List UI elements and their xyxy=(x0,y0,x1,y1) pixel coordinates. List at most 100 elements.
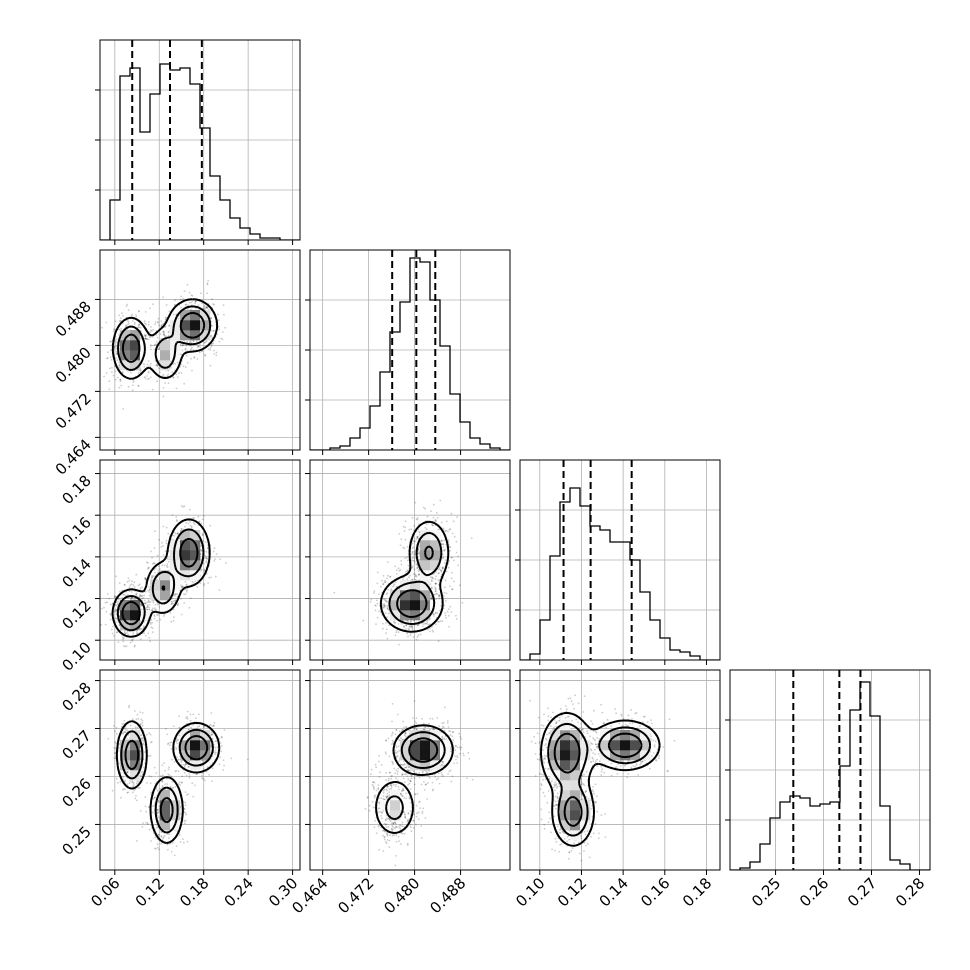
scatter-point xyxy=(117,600,120,603)
scatter-point xyxy=(164,769,167,772)
scatter-point xyxy=(159,787,162,790)
scatter-point xyxy=(172,376,175,379)
scatter-point xyxy=(203,306,206,308)
scatter-point xyxy=(126,729,128,732)
scatter-point xyxy=(333,591,336,594)
scatter-point xyxy=(400,560,403,562)
scatter-point xyxy=(383,598,385,600)
scatter-point xyxy=(381,606,384,609)
scatter-point xyxy=(209,524,212,527)
scatter-point xyxy=(184,822,186,825)
scatter-point xyxy=(200,568,203,571)
scatter-point xyxy=(212,550,215,553)
scatter-point xyxy=(160,831,162,833)
scatter-point xyxy=(114,320,117,323)
scatter-point xyxy=(436,593,438,595)
scatter-point xyxy=(411,551,414,554)
density-cell xyxy=(400,590,411,601)
scatter-point xyxy=(145,606,148,609)
scatter-point xyxy=(111,789,114,792)
scatter-point xyxy=(434,612,437,614)
scatter-point xyxy=(445,616,447,619)
scatter-point xyxy=(119,380,122,383)
scatter-point xyxy=(137,787,140,789)
scatter-point xyxy=(171,758,173,761)
density-cell xyxy=(190,570,201,581)
scatter-point xyxy=(176,603,179,606)
scatter-point xyxy=(147,370,150,373)
scatter-point xyxy=(184,588,187,591)
scatter-point xyxy=(187,308,189,310)
scatter-point xyxy=(199,343,201,346)
scatter-point xyxy=(455,618,458,620)
scatter-point xyxy=(183,819,186,822)
scatter-point xyxy=(185,583,188,586)
scatter-point xyxy=(208,576,211,579)
scatter-point xyxy=(148,589,151,591)
scatter-point xyxy=(416,563,418,566)
scatter-point xyxy=(213,353,216,355)
scatter-point xyxy=(404,628,407,630)
density-cell xyxy=(190,560,201,571)
scatter-point xyxy=(174,770,177,773)
scatter-point xyxy=(162,387,165,389)
scatter-point xyxy=(198,351,201,354)
scatter-point xyxy=(403,626,405,628)
scatter-point xyxy=(183,382,186,385)
scatter-point xyxy=(394,565,397,568)
scatter-point xyxy=(158,565,160,568)
scatter-point xyxy=(184,762,187,765)
scatter-point xyxy=(158,324,160,327)
scatter-point xyxy=(163,333,166,336)
scatter-point xyxy=(113,348,116,351)
scatter-point xyxy=(137,584,140,587)
scatter-point xyxy=(444,614,447,617)
scatter-point xyxy=(165,304,168,306)
density-cell xyxy=(200,310,211,321)
scatter-point xyxy=(156,380,159,383)
scatter-point xyxy=(412,529,415,532)
scatter-point xyxy=(163,613,166,616)
scatter-point xyxy=(191,300,194,302)
scatter-point xyxy=(221,736,223,739)
scatter-point xyxy=(199,346,202,349)
contour-line xyxy=(111,298,219,380)
scatter-point xyxy=(376,616,379,619)
scatter-point xyxy=(442,543,444,545)
scatter-point xyxy=(146,338,148,340)
density-cell xyxy=(160,350,171,361)
scatter-point xyxy=(218,763,221,766)
scatter-point xyxy=(130,591,133,593)
scatter-point xyxy=(171,842,174,844)
scatter-point xyxy=(450,556,453,559)
scatter-point xyxy=(191,295,194,297)
scatter-point xyxy=(163,334,165,337)
scatter-point xyxy=(155,364,158,366)
scatter-point xyxy=(161,785,164,787)
scatter-point xyxy=(201,534,204,537)
scatter-point xyxy=(455,614,457,617)
scatter-point xyxy=(381,579,383,582)
scatter-point xyxy=(416,535,419,538)
scatter-point xyxy=(411,547,414,549)
scatter-point xyxy=(206,292,209,295)
scatter-point xyxy=(157,569,160,572)
scatter-point xyxy=(154,530,156,533)
scatter-point xyxy=(402,578,404,581)
scatter-point xyxy=(414,501,417,504)
scatter-point xyxy=(166,563,169,566)
scatter-point xyxy=(157,571,159,574)
scatter-point xyxy=(132,632,135,635)
scatter-point xyxy=(139,638,142,641)
scatter-point xyxy=(402,546,405,549)
scatter-point xyxy=(150,741,153,743)
scatter-point xyxy=(192,340,195,343)
scatter-point xyxy=(163,762,165,764)
scatter-point xyxy=(194,580,197,583)
scatter-point xyxy=(142,597,145,599)
scatter-point xyxy=(127,385,130,388)
scatter-point xyxy=(132,584,135,587)
scatter-point xyxy=(393,622,396,624)
scatter-point xyxy=(175,313,178,315)
y-tick-label: 0.472 xyxy=(52,389,95,432)
